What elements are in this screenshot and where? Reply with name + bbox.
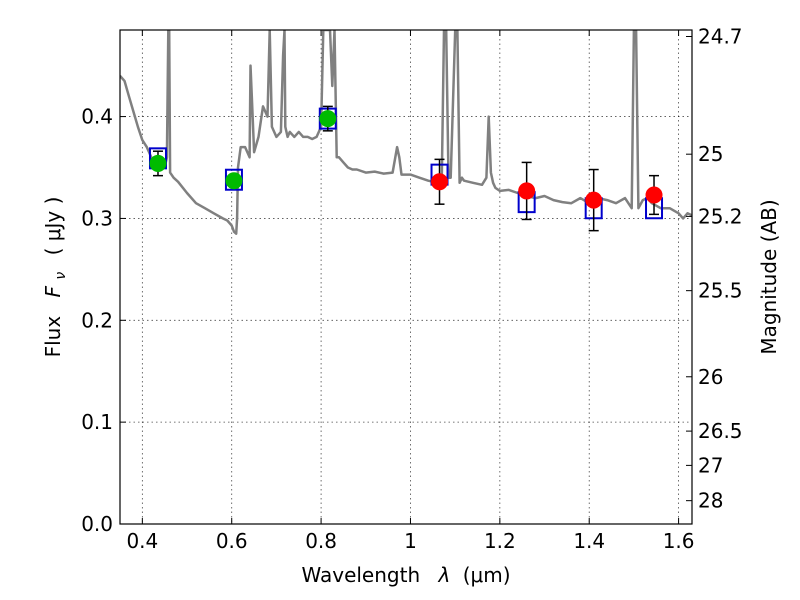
y-tick-label: 0.3: [81, 206, 113, 230]
y-axis-unit: ( μJy ): [41, 197, 65, 256]
y-axis-label: Flux: [41, 316, 65, 358]
y-tick-label: 0.4: [81, 105, 113, 129]
mag-tick-label: 25.2: [698, 204, 743, 228]
y-axis-subscript: ν: [53, 272, 69, 280]
x-tick-label: 0.4: [126, 529, 158, 553]
y-axis-title: Flux F ν ( μJy ): [41, 197, 70, 358]
y-tick-label: 0.0: [81, 512, 113, 536]
mag-tick-label: 26.5: [698, 419, 743, 443]
green-data-point: [319, 110, 337, 128]
green-data-point: [149, 154, 167, 172]
mag-tick-label: 24.7: [698, 24, 743, 48]
data-layer: [120, 30, 692, 235]
mag-tick-label: 25.5: [698, 279, 743, 303]
y-tick-label: 0.1: [81, 410, 113, 434]
x-tick-label: 1.2: [484, 529, 516, 553]
red-data-point: [585, 191, 603, 209]
red-data-point: [518, 182, 536, 200]
x-axis-symbol: λ: [438, 563, 451, 587]
x-tick-label: 1: [404, 529, 417, 553]
mag-tick-label: 28: [698, 489, 723, 513]
axis-ticks: 0.4 0.6 0.8 1 1.2 1.4 1.6 0.0 0.1 0.2 0.3 0.4 24.7 25…: [81, 24, 742, 553]
x-tick-label: 0.6: [216, 529, 248, 553]
x-axis-title: Wavelength λ (μm): [301, 563, 510, 587]
x-tick-label: 1.6: [663, 529, 695, 553]
red-data-point: [645, 186, 663, 204]
y-tick-label: 0.2: [81, 308, 113, 332]
y2-axis-title: Magnitude (AB): [757, 199, 781, 354]
plot-background: [120, 30, 692, 524]
red-data-point: [431, 173, 449, 191]
x-axis-label: Wavelength: [301, 563, 420, 587]
plot-frame: [119, 29, 693, 525]
mag-tick-label: 25: [698, 142, 723, 166]
mag-tick-label: 27: [698, 453, 723, 477]
model-spectrum-line: [120, 30, 692, 235]
x-tick-label: 0.8: [305, 529, 337, 553]
green-data-point: [225, 172, 243, 190]
x-axis-unit: (μm): [463, 563, 511, 587]
x-tick-label: 1.4: [573, 529, 605, 553]
y-axis-symbol: F: [41, 285, 65, 297]
mag-tick-label: 26: [698, 365, 723, 389]
